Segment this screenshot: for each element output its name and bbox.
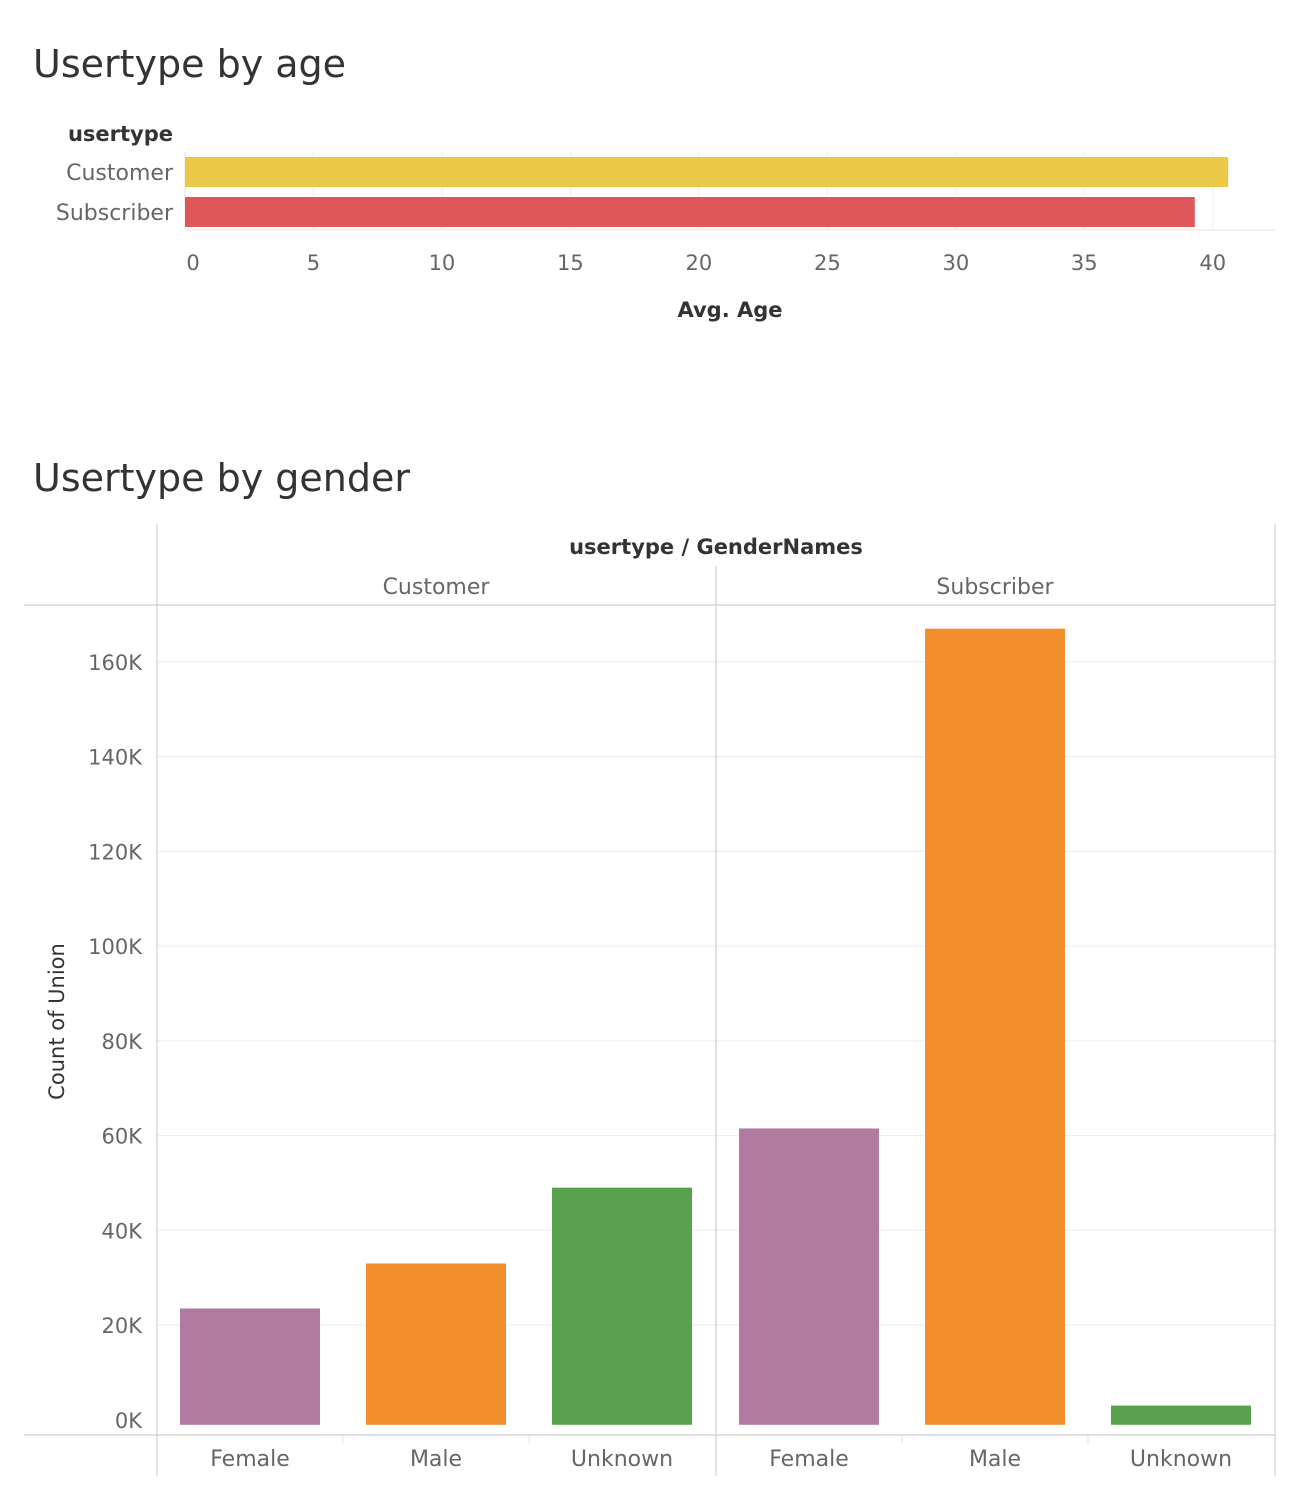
x-tick-label-customer-male: Male (410, 1447, 462, 1472)
chart-title-usertype-by-age: Usertype by age (33, 42, 347, 86)
category-label-subscriber: Subscriber (56, 201, 174, 226)
x-tick-label-20: 20 (686, 251, 713, 275)
bar-customer-male (366, 1263, 506, 1425)
x-tick-label-35: 35 (1071, 251, 1098, 275)
x-tick-label-subscriber-male: Male (969, 1447, 1021, 1472)
x-tick-label-0: 0 (186, 251, 199, 275)
bar-customer (185, 157, 1229, 187)
bar-customer-unknown (552, 1187, 692, 1425)
y-tick-label-0k: 0K (115, 1409, 143, 1433)
y-tick-label-60k: 60K (102, 1125, 144, 1149)
panel-label-subscriber: Subscriber (936, 575, 1054, 600)
x-tick-label-5: 5 (307, 251, 320, 275)
bar-subscriber-female (739, 1128, 879, 1425)
y-tick-label-40k: 40K (102, 1219, 144, 1243)
x-tick-label-40: 40 (1199, 251, 1226, 275)
column-header: usertype / GenderNames (569, 535, 863, 559)
bar-subscriber-male (925, 628, 1065, 1425)
y-tick-label-120k: 120K (88, 840, 143, 864)
chart-title-usertype-by-gender: Usertype by gender (33, 456, 410, 500)
y-tick-label-20k: 20K (102, 1314, 144, 1338)
y-tick-label-160k: 160K (88, 651, 143, 675)
x-tick-label-10: 10 (429, 251, 456, 275)
panel-label-customer: Customer (383, 575, 491, 600)
x-tick-label-customer-female: Female (210, 1447, 290, 1472)
x-tick-label-subscriber-unknown: Unknown (1130, 1447, 1232, 1472)
y-tick-label-140k: 140K (88, 746, 143, 770)
age-bar-chart: usertype Customer Subscriber 0 5 10 15 20 25 30 35… (56, 122, 1277, 322)
x-tick-label-25: 25 (814, 251, 841, 275)
x-tick-label-15: 15 (557, 251, 584, 275)
x-axis-label: Avg. Age (677, 298, 782, 322)
x-tick-label-subscriber-female: Female (769, 1447, 849, 1472)
bar-customer-female (180, 1308, 320, 1425)
bar-subscriber-unknown (1111, 1405, 1251, 1425)
y-tick-label-100k: 100K (88, 935, 143, 959)
category-label-customer: Customer (66, 161, 174, 186)
y-axis-label: Count of Union (45, 943, 69, 1100)
x-tick-label-customer-unknown: Unknown (571, 1447, 673, 1472)
row-header-usertype: usertype (68, 122, 173, 146)
bar-subscriber (185, 197, 1195, 227)
y-tick-label-80k: 80K (102, 1030, 144, 1054)
x-tick-label-30: 30 (942, 251, 969, 275)
